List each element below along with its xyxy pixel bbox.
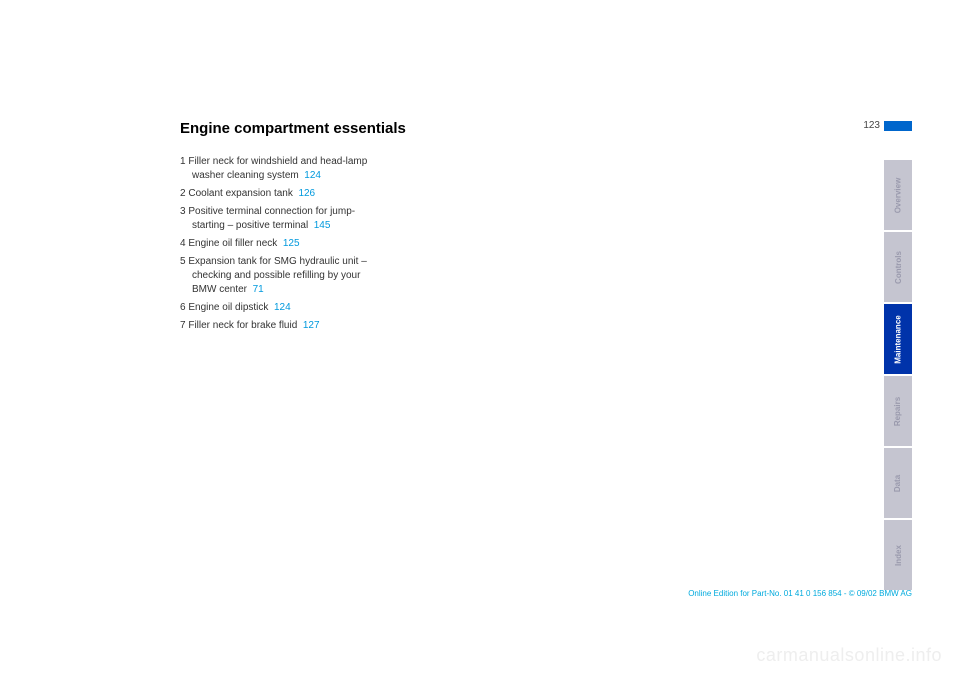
- page-ref[interactable]: 124: [304, 170, 321, 181]
- footer-text: Online Edition for Part-No. 01 41 0 156 …: [688, 589, 912, 598]
- side-tabs: Overview Controls Maintenance Repairs Da…: [884, 160, 912, 592]
- item-text: Coolant expansion tank: [188, 188, 293, 199]
- item-text: Expansion tank for SMG hydraulic unit – …: [188, 256, 366, 295]
- tab-repairs[interactable]: Repairs: [884, 376, 912, 446]
- tab-label: Index: [894, 545, 903, 566]
- tab-maintenance[interactable]: Maintenance: [884, 304, 912, 374]
- list-item: Filler neck for brake fluid 127: [180, 319, 380, 333]
- list-item: Positive terminal connection for jump-st…: [180, 205, 380, 233]
- tab-label: Data: [894, 474, 903, 491]
- list-item: Expansion tank for SMG hydraulic unit – …: [180, 255, 380, 297]
- item-text: Filler neck for brake fluid: [188, 320, 297, 331]
- item-text: Engine oil dipstick: [188, 302, 268, 313]
- page-ref[interactable]: 71: [253, 284, 264, 295]
- tab-label: Repairs: [894, 396, 903, 425]
- item-text: Engine oil filler neck: [188, 238, 277, 249]
- content-area: Engine compartment essentials Filler nec…: [180, 120, 560, 337]
- page-ref[interactable]: 145: [314, 220, 331, 231]
- tab-label: Controls: [894, 251, 903, 284]
- page-number-container: 123: [863, 120, 912, 131]
- page-ref[interactable]: 126: [298, 188, 315, 199]
- page-ref[interactable]: 127: [303, 320, 320, 331]
- page-ref[interactable]: 125: [283, 238, 300, 249]
- list-item: Engine oil dipstick 124: [180, 301, 380, 315]
- page-title: Engine compartment essentials: [180, 120, 560, 137]
- page-number-bar: [884, 121, 912, 131]
- tab-controls[interactable]: Controls: [884, 232, 912, 302]
- numbered-list: Filler neck for windshield and head-lamp…: [180, 155, 560, 333]
- list-item: Engine oil filler neck 125: [180, 237, 380, 251]
- item-text: Filler neck for windshield and head-lamp…: [188, 156, 367, 181]
- tab-data[interactable]: Data: [884, 448, 912, 518]
- tab-label: Maintenance: [894, 315, 903, 363]
- tab-label: Overview: [894, 177, 903, 213]
- page-ref[interactable]: 124: [274, 302, 291, 313]
- page-number: 123: [863, 120, 880, 131]
- list-item: Filler neck for windshield and head-lamp…: [180, 155, 380, 183]
- list-item: Coolant expansion tank 126: [180, 187, 380, 201]
- tab-overview[interactable]: Overview: [884, 160, 912, 230]
- watermark: carmanualsonline.info: [756, 645, 942, 666]
- tab-index[interactable]: Index: [884, 520, 912, 590]
